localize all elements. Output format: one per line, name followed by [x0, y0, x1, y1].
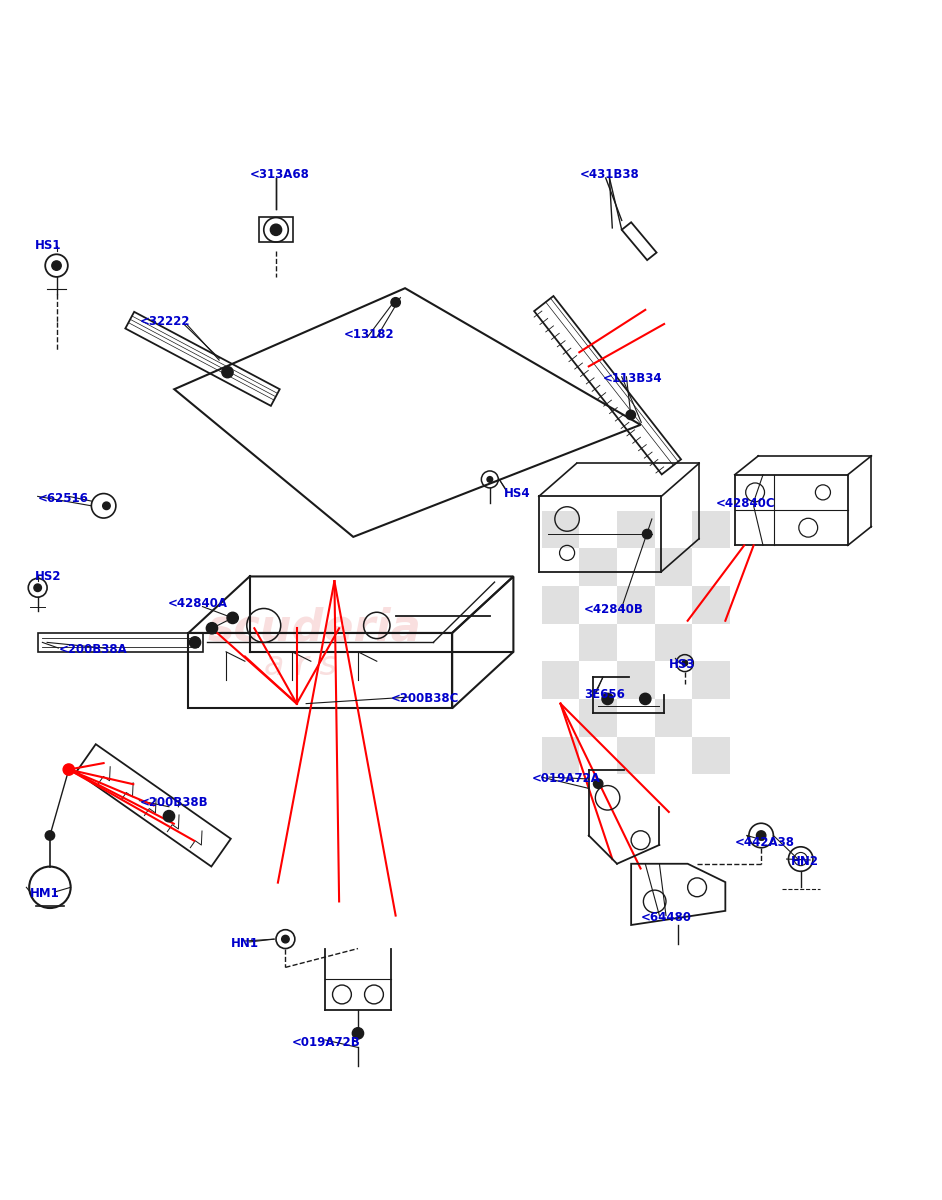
Circle shape: [756, 830, 766, 840]
Text: HS3: HS3: [669, 658, 695, 671]
Text: <42840A: <42840A: [168, 598, 228, 611]
Text: <200B38C: <200B38C: [391, 692, 460, 706]
Bar: [692, 586, 730, 624]
Bar: [692, 510, 730, 548]
Text: a r s: a r s: [264, 649, 336, 683]
Text: HM1: HM1: [30, 888, 60, 900]
Circle shape: [206, 623, 218, 634]
Text: HS2: HS2: [35, 570, 61, 583]
Circle shape: [682, 660, 688, 666]
Text: <019A72B: <019A72B: [292, 1037, 361, 1049]
Circle shape: [189, 637, 201, 648]
Text: <32222: <32222: [139, 314, 190, 328]
Text: <431B38: <431B38: [579, 168, 639, 181]
Text: <200B38A: <200B38A: [58, 643, 127, 656]
Circle shape: [282, 935, 289, 943]
Circle shape: [626, 410, 636, 420]
Text: <200B38B: <200B38B: [139, 796, 208, 809]
Text: 3E656: 3E656: [584, 688, 625, 701]
Bar: [617, 661, 655, 698]
Bar: [542, 737, 579, 774]
Circle shape: [642, 529, 652, 539]
Circle shape: [103, 502, 110, 510]
Circle shape: [270, 224, 282, 235]
Text: scuderia: scuderia: [207, 607, 421, 649]
Circle shape: [163, 810, 174, 822]
Text: HS4: HS4: [504, 487, 530, 500]
Circle shape: [602, 694, 613, 704]
Text: <113B34: <113B34: [603, 372, 662, 385]
Circle shape: [34, 584, 41, 592]
Bar: [692, 661, 730, 698]
Circle shape: [352, 1027, 364, 1039]
Bar: [542, 586, 579, 624]
Bar: [617, 737, 655, 774]
Circle shape: [45, 830, 55, 840]
Bar: [542, 661, 579, 698]
Circle shape: [487, 476, 493, 482]
Text: HN2: HN2: [791, 856, 820, 869]
Circle shape: [52, 260, 61, 270]
Text: HN1: HN1: [231, 937, 259, 950]
Circle shape: [227, 612, 238, 624]
Bar: [617, 510, 655, 548]
Text: <019A72A: <019A72A: [532, 773, 601, 786]
Text: <42840B: <42840B: [584, 602, 644, 616]
Circle shape: [221, 366, 233, 378]
Bar: [579, 624, 617, 661]
Text: <64480: <64480: [641, 911, 691, 924]
Circle shape: [640, 694, 651, 704]
Circle shape: [63, 764, 74, 775]
Bar: [542, 510, 579, 548]
Bar: [655, 624, 692, 661]
Text: <62516: <62516: [38, 492, 89, 505]
Text: <313A68: <313A68: [250, 168, 310, 181]
Bar: [655, 548, 692, 586]
Bar: [579, 548, 617, 586]
Text: <442A38: <442A38: [735, 835, 795, 848]
Bar: [655, 698, 692, 737]
Text: <42840C: <42840C: [716, 498, 775, 510]
Bar: [579, 698, 617, 737]
Circle shape: [593, 779, 603, 788]
Bar: [617, 586, 655, 624]
Text: <13182: <13182: [344, 328, 395, 341]
Circle shape: [391, 298, 400, 307]
Bar: [692, 737, 730, 774]
Text: HS1: HS1: [35, 239, 61, 252]
